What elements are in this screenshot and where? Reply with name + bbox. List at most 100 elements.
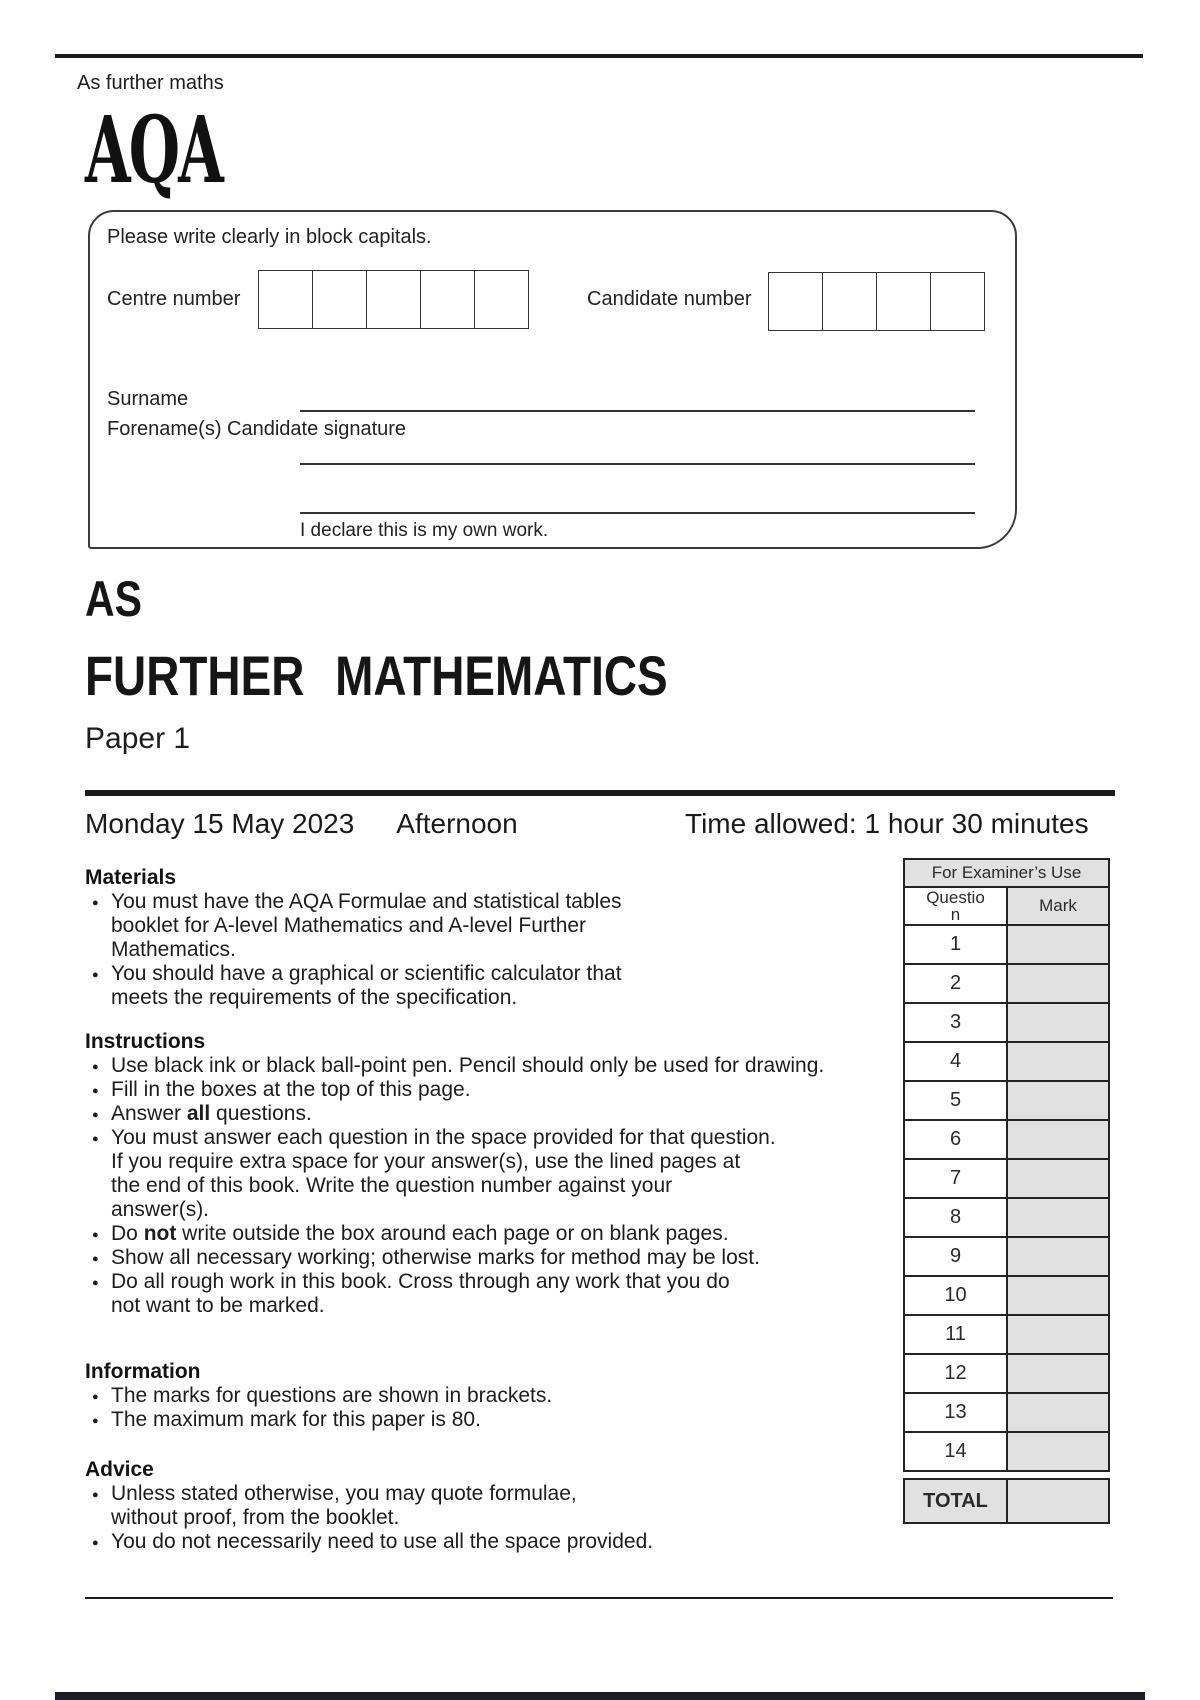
question-number-cell: 2: [903, 963, 1008, 1004]
question-number-cell: 13: [903, 1392, 1008, 1433]
question-number-cell: 8: [903, 1197, 1008, 1238]
bullet-icon: ●: [92, 1229, 99, 1241]
mark-cell: [1006, 1392, 1110, 1433]
bullet-item-continuation: meets the requirements of the specificat…: [111, 986, 518, 1009]
question-row: 12: [903, 1353, 1110, 1394]
question-row: 5: [903, 1080, 1110, 1121]
bullet-item-continuation: answer(s).: [111, 1198, 210, 1221]
number-grid-cell: [823, 272, 877, 331]
mark-cell: [1006, 1314, 1110, 1355]
total-row: TOTAL: [903, 1478, 1110, 1524]
course-label: As further maths: [77, 72, 224, 94]
question-row: 6: [903, 1119, 1110, 1160]
question-row: 7: [903, 1158, 1110, 1199]
bullet-icon: ●: [92, 1133, 99, 1145]
question-row: 11: [903, 1314, 1110, 1355]
block-capitals-note: Please write clearly in block capitals.: [107, 226, 432, 248]
section-heading: Instructions: [85, 1030, 206, 1053]
bullet-item: ● Do not write outside the box around eac…: [92, 1222, 729, 1245]
bullet-icon: ●: [92, 1489, 99, 1501]
bullet-item-continuation: the end of this book. Write the question…: [111, 1174, 673, 1197]
footer-bar: [55, 1692, 1145, 1700]
total-label: TOTAL: [903, 1478, 1008, 1524]
bullet-icon: ●: [92, 1277, 99, 1289]
question-number-cell: 14: [903, 1431, 1008, 1472]
question-row: 1: [903, 924, 1110, 965]
question-number-cell: 9: [903, 1236, 1008, 1277]
mark-cell: [1006, 1197, 1110, 1238]
question-row: 2: [903, 963, 1110, 1004]
exam-date: Monday 15 May 2023: [85, 808, 355, 839]
signature-line: [300, 512, 975, 514]
number-grid-cell: [475, 270, 529, 329]
qualification-level: AS: [85, 571, 142, 627]
question-row: 10: [903, 1275, 1110, 1316]
question-row: 8: [903, 1197, 1110, 1238]
mark-cell: [1006, 1353, 1110, 1394]
number-grid-cell: [931, 272, 985, 331]
top-rule: [55, 54, 1143, 58]
section-materials: Materials ● You must have the AQA Formulae…: [85, 866, 622, 1010]
bullet-item: ● Unless stated otherwise, you may quote …: [92, 1482, 577, 1505]
question-number-cell: 1: [903, 924, 1008, 965]
total-mark-cell: [1006, 1478, 1110, 1524]
bullet-item: ● The marks for questions are shown in br…: [92, 1384, 553, 1407]
mark-cell: [1006, 1041, 1110, 1082]
section-heading: Information: [85, 1360, 201, 1383]
question-row: 3: [903, 1002, 1110, 1043]
question-row: 13: [903, 1392, 1110, 1433]
examiner-table-title: For Examiner’s Use: [903, 858, 1110, 888]
candidate-number-label: Candidate number: [587, 288, 752, 310]
question-number-cell: 10: [903, 1275, 1008, 1316]
exam-session: Afternoon: [396, 808, 518, 839]
surname-label: Surname: [107, 388, 189, 410]
number-grid-cell: [768, 272, 823, 331]
bullet-item: ● You must answer each question in the sp…: [92, 1126, 776, 1149]
question-number-cell: 4: [903, 1041, 1008, 1082]
bullet-item: ● Show all necessary working; otherwise m…: [92, 1246, 760, 1269]
number-grid-cell: [258, 270, 313, 329]
section-information: Information ● The marks for questions are …: [85, 1360, 552, 1432]
bullet-item: ● You should have a graphical or scientif…: [92, 962, 622, 985]
mark-cell: [1006, 1431, 1110, 1472]
bullet-icon: ●: [92, 1391, 99, 1403]
mark-cell: [1006, 1002, 1110, 1043]
mark-cell: [1006, 1275, 1110, 1316]
question-number-cell: 7: [903, 1158, 1008, 1199]
mark-cell: [1006, 963, 1110, 1004]
bullet-icon: ●: [92, 897, 99, 909]
exam-date-session: Monday 15 May 2023 Afternoon: [85, 808, 518, 840]
bullet-icon: ●: [92, 969, 99, 981]
bullet-icon: ●: [92, 1061, 99, 1073]
section-heading: Materials: [85, 866, 177, 889]
question-row: 4: [903, 1041, 1110, 1082]
centre-number-label: Centre number: [107, 288, 241, 310]
question-column-header: Questio n: [903, 886, 1008, 926]
mark-cell: [1006, 924, 1110, 965]
section-advice: Advice ● Unless stated otherwise, you may …: [85, 1458, 653, 1554]
bullet-item: ● Do all rough work in this book. Cross t…: [92, 1270, 730, 1293]
surname-line: [300, 410, 975, 412]
mark-column-header: Mark: [1006, 886, 1110, 926]
bullet-icon: ●: [92, 1415, 99, 1427]
bullet-item-continuation: without proof, from the booklet.: [111, 1506, 400, 1529]
forename-line: [300, 463, 975, 465]
number-grid-cell: [421, 270, 475, 329]
bottom-rule: [85, 1597, 1113, 1599]
aqa-logo: AQA: [85, 96, 224, 204]
mark-cell: [1006, 1158, 1110, 1199]
section-heading: Advice: [85, 1458, 154, 1481]
number-grid-cell: [367, 270, 421, 329]
time-allowed: Time allowed: 1 hour 30 minutes: [685, 808, 1089, 839]
mark-cell: [1006, 1119, 1110, 1160]
bullet-item: ● The maximum mark for this paper is 80.: [92, 1408, 481, 1431]
bullet-icon: ●: [92, 1253, 99, 1265]
number-grid-cell: [877, 272, 931, 331]
bullet-item-continuation: not want to be marked.: [111, 1294, 325, 1317]
bullet-icon: ●: [92, 1109, 99, 1121]
bullet-item: ● Fill in the boxes at the top of this pa…: [92, 1078, 471, 1101]
bullet-item: ● You do not necessarily need to use all …: [92, 1530, 654, 1553]
bullet-item-continuation: If you require extra space for your answ…: [111, 1150, 741, 1173]
bullet-item: ● Answer all questions.: [92, 1102, 312, 1125]
bullet-item-continuation: Mathematics.: [111, 938, 236, 961]
